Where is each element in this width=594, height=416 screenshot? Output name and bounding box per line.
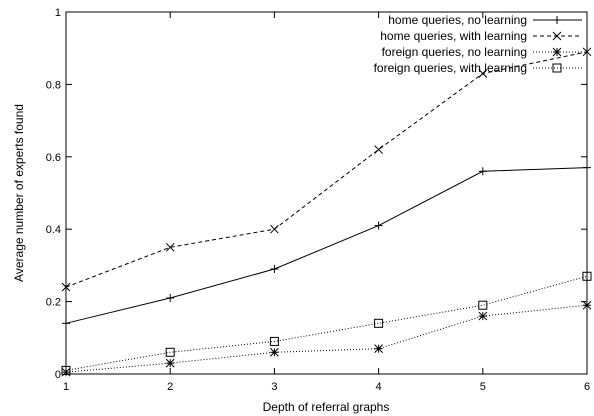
series-3-point <box>374 344 383 354</box>
series-line-4 <box>65 275 588 371</box>
series-2-point <box>61 282 71 292</box>
series-1-point <box>270 265 279 274</box>
series-4-point <box>374 318 384 328</box>
series-2-point <box>165 242 175 252</box>
x-tick-label: 6 <box>584 381 590 393</box>
y-tick-label: 0 <box>55 369 61 381</box>
y-tick-label: 1 <box>55 7 61 19</box>
series-4-point <box>478 300 488 310</box>
x-tick-label: 2 <box>167 381 173 393</box>
y-axis-label: Average number of experts found <box>12 104 26 282</box>
legend-label: home queries, no learning <box>388 13 527 27</box>
x-tick-label: 5 <box>480 381 486 393</box>
series-layer <box>61 47 592 377</box>
legend-marker <box>552 47 562 57</box>
axis-ticks: 1 2 3 4 5 6 0 0.2 0.4 0.6 0.8 1 <box>46 7 590 393</box>
legend-marker <box>553 16 561 24</box>
x-tick-label: 1 <box>63 381 69 393</box>
series-3-point <box>582 300 592 310</box>
series-2-point <box>374 145 383 154</box>
series-4-point <box>582 271 592 281</box>
y-tick-label: 0.6 <box>46 152 61 164</box>
series-1-point <box>374 221 383 230</box>
legend-label: home queries, with learning <box>380 29 527 43</box>
series-1-point <box>166 293 175 302</box>
series-1-point <box>583 163 591 172</box>
series-2-point <box>478 69 488 78</box>
y-tick-label: 0.4 <box>46 224 61 236</box>
series-1-point <box>62 319 70 328</box>
plot-frame <box>65 11 588 375</box>
series-3-point <box>61 367 71 377</box>
series-4-point <box>269 336 279 346</box>
legend: home queries, no learning home queries, w… <box>374 13 582 75</box>
series-2-point <box>582 47 592 57</box>
legend-marker <box>552 63 562 73</box>
series-3-point <box>270 347 279 357</box>
legend-label: foreign queries, no learning <box>382 45 527 59</box>
series-2-point <box>270 224 279 234</box>
x-axis-label: Depth of referral graphs <box>263 400 390 414</box>
series-4-point <box>61 365 71 375</box>
series-3-point <box>165 358 175 368</box>
x-tick-label: 3 <box>271 381 277 393</box>
series-3-point <box>478 311 488 321</box>
series-line-3 <box>65 304 588 373</box>
series-line-2 <box>65 51 588 288</box>
x-tick-label: 4 <box>376 381 382 393</box>
series-4-point <box>165 347 175 357</box>
legend-marker <box>552 31 562 41</box>
series-1-point <box>478 167 487 176</box>
legend-label: foreign queries, with learning <box>374 61 527 75</box>
y-tick-label: 0.8 <box>46 79 61 91</box>
y-tick-label: 0.2 <box>46 297 61 309</box>
series-line-1 <box>65 167 588 324</box>
